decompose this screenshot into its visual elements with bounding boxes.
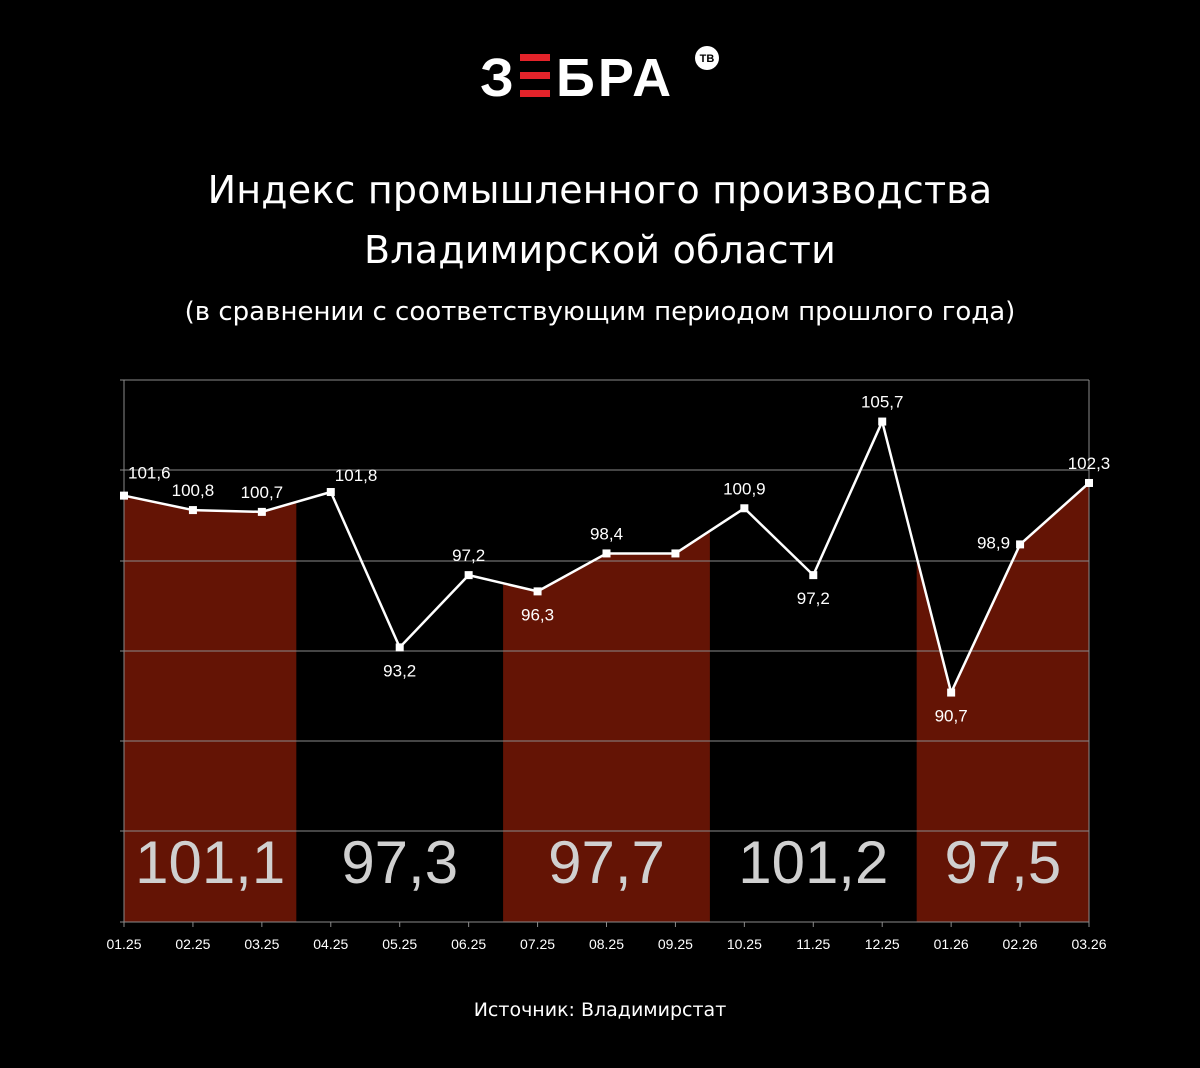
x-tick-label: 02.26 — [1003, 936, 1038, 952]
data-point — [809, 571, 818, 580]
data-point — [464, 571, 473, 580]
x-tick-label: 09.25 — [658, 936, 693, 952]
quarter-band-3 — [503, 530, 710, 922]
data-label: 100,8 — [172, 481, 215, 500]
brand-badge-text: ТВ — [700, 53, 715, 65]
data-label: 98,4 — [590, 524, 623, 543]
x-tick-label: 03.25 — [244, 936, 279, 952]
x-tick-label: 08.25 — [589, 936, 624, 952]
brand-logo: З БРА ТВ — [480, 46, 719, 108]
data-label: 98,9 — [977, 533, 1010, 552]
brand-letter-z: З — [480, 48, 514, 108]
x-tick-label: 12.25 — [865, 936, 900, 952]
brand-badge-circle — [695, 46, 719, 70]
chart-title-line-2: Владимирской области — [364, 228, 836, 272]
data-point — [257, 507, 266, 516]
quarter-band-1 — [124, 495, 297, 922]
data-point — [395, 643, 404, 652]
data-label: 93,2 — [383, 661, 416, 680]
data-point — [1085, 478, 1093, 487]
x-tick-label: 05.25 — [382, 936, 417, 952]
data-label: 97,2 — [452, 546, 485, 565]
data-point — [1016, 540, 1025, 549]
data-label: 101,8 — [335, 466, 378, 485]
data-point — [671, 549, 680, 558]
data-label: 100,9 — [723, 479, 766, 498]
data-label: 100,7 — [241, 483, 284, 502]
quarter-value-4: 101,2 — [738, 829, 888, 896]
data-point — [533, 587, 542, 596]
data-point — [326, 488, 335, 497]
data-point — [947, 688, 956, 697]
brand-letters-bra: БРА — [556, 48, 674, 108]
x-tick-label: 11.25 — [796, 936, 830, 952]
quarter-value-1: 101,1 — [135, 829, 285, 896]
data-point — [602, 549, 611, 558]
data-point — [120, 491, 128, 500]
data-point — [878, 417, 887, 426]
chart-title-line-1: Индекс промышленного производства — [207, 168, 993, 212]
x-tick-label: 01.25 — [106, 936, 141, 952]
quarter-value-3: 97,7 — [548, 829, 665, 896]
x-tick-label: 07.25 — [520, 936, 555, 952]
brand-letter-e — [520, 54, 550, 97]
x-tick-label: 01.26 — [934, 936, 969, 952]
x-tick-label: 10.25 — [727, 936, 762, 952]
data-label: 97,2 — [797, 589, 830, 608]
quarter-band-5 — [916, 482, 1089, 922]
quarter-value-5: 97,5 — [944, 829, 1061, 896]
data-label: 102,3 — [1068, 454, 1111, 473]
data-point — [188, 506, 197, 515]
data-point — [740, 504, 749, 513]
data-label: 105,7 — [861, 393, 904, 412]
chart-subtitle: (в сравнении с соответствующим периодом … — [184, 297, 1016, 327]
x-tick-label: 03.26 — [1071, 936, 1106, 952]
source-note: Источник: Владимирстат — [473, 999, 727, 1021]
x-tick-label: 06.25 — [451, 936, 486, 952]
x-tick-label: 04.25 — [313, 936, 348, 952]
data-label: 96,3 — [521, 605, 554, 624]
data-label: 90,7 — [935, 707, 968, 726]
quarter-value-2: 97,3 — [341, 829, 458, 896]
data-label: 101,6 — [128, 464, 171, 483]
x-tick-label: 02.25 — [175, 936, 210, 952]
